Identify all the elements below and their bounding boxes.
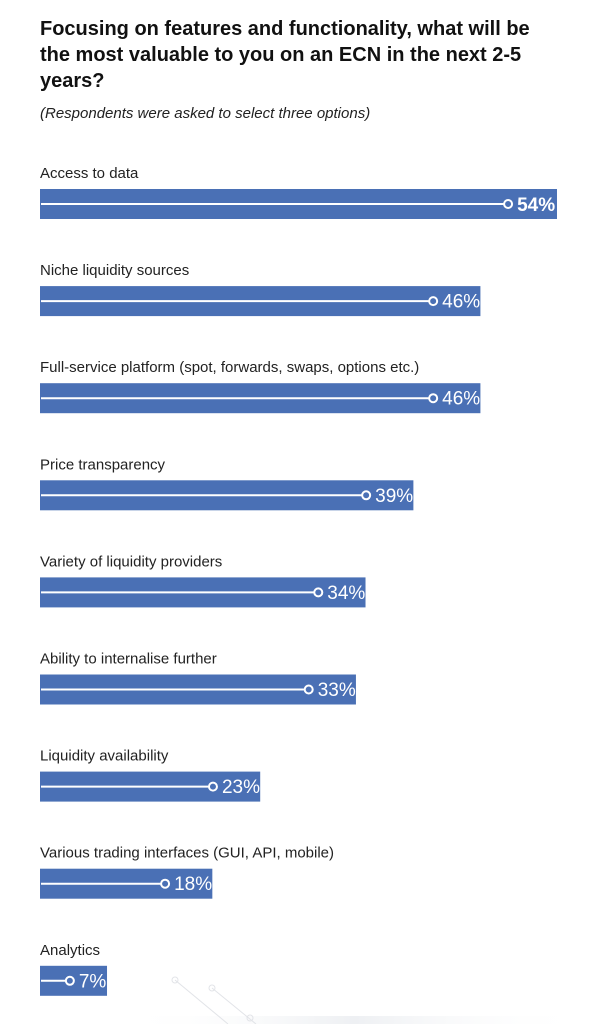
- category-label: Analytics: [40, 942, 100, 959]
- bar-row: Full-service platform (spot, forwards, s…: [40, 359, 481, 414]
- decorative-network-graphic: [120, 976, 589, 1024]
- bar-row: Ability to internalise further 33%: [40, 651, 356, 705]
- bar-row: Various trading interfaces (GUI, API, mo…: [40, 845, 334, 899]
- bar-end-marker: [207, 781, 218, 792]
- category-label: Various trading interfaces (GUI, API, mo…: [40, 845, 334, 862]
- bar-row: Variety of liquidity providers 34%: [40, 553, 366, 608]
- value-label: 46%: [442, 389, 480, 410]
- bar-end-marker: [428, 296, 439, 307]
- category-label: Niche liquidity sources: [40, 262, 189, 279]
- bar-row: Niche liquidity sources 46%: [40, 262, 481, 317]
- value-label: 34%: [327, 583, 365, 604]
- category-label: Liquidity availability: [40, 748, 169, 765]
- value-label: 33%: [318, 680, 356, 701]
- category-label: Price transparency: [40, 456, 166, 473]
- chart-subtitle: (Respondents were asked to select three …: [40, 105, 371, 122]
- bar-end-marker: [303, 684, 314, 695]
- bar-row: Access to data 54%: [40, 165, 557, 219]
- bar-end-marker: [361, 490, 372, 501]
- value-label: 7%: [79, 971, 107, 992]
- value-label: 39%: [375, 486, 413, 507]
- bar-row: Analytics 7%: [40, 942, 108, 996]
- category-label: Variety of liquidity providers: [40, 553, 222, 570]
- bar-end-marker: [503, 199, 514, 209]
- value-label: 54%: [517, 195, 555, 216]
- category-label: Ability to internalise further: [40, 651, 217, 668]
- bar-end-marker: [313, 587, 324, 598]
- bar-end-marker: [428, 393, 439, 404]
- chart-title: Focusing on features and functionality, …: [40, 18, 530, 92]
- bar-end-marker: [64, 975, 75, 986]
- value-label: 46%: [442, 292, 480, 313]
- value-label: 18%: [174, 874, 212, 895]
- bar-row: Price transparency 39%: [40, 456, 414, 511]
- category-label: Access to data: [40, 165, 139, 182]
- bar-end-marker: [160, 878, 171, 889]
- bar-row: Liquidity availability 23%: [40, 748, 261, 802]
- value-label: 23%: [222, 777, 260, 798]
- category-label: Full-service platform (spot, forwards, s…: [40, 359, 419, 376]
